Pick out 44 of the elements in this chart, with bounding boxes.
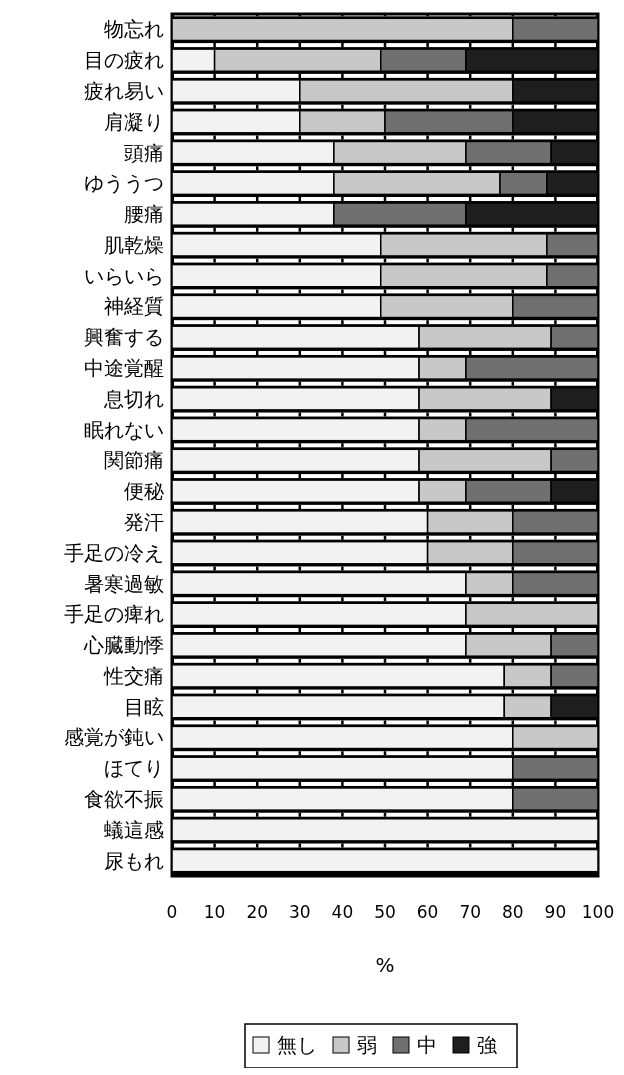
y-tick-label: 発汗 xyxy=(124,509,164,534)
x-axis-title: % xyxy=(375,953,395,977)
x-tick-label: 80 xyxy=(501,902,524,922)
x-tick-label: 50 xyxy=(374,902,396,922)
y-tick-label: 便秘 xyxy=(124,479,164,504)
x-tick-label: 30 xyxy=(288,902,311,922)
y-tick-label: 手足の冷え xyxy=(64,540,164,565)
y-tick-label: 頭痛 xyxy=(124,140,164,165)
y-tick-label: 尿もれ xyxy=(104,848,164,873)
y-tick-label: 腰痛 xyxy=(124,202,164,227)
y-tick-label: 心臓動悸 xyxy=(83,633,164,658)
y-tick-label: 蟻這感 xyxy=(104,817,164,842)
x-tick-label: 0 xyxy=(166,902,178,922)
y-tick-label: 肩凝り xyxy=(104,109,164,134)
x-tick-label: 100 xyxy=(581,902,615,922)
y-tick-label: 感覚が鈍い xyxy=(64,725,164,750)
x-tick-label: 70 xyxy=(459,902,482,922)
y-tick-label: 目の疲れ xyxy=(84,48,164,73)
y-tick-label: ゆううつ xyxy=(84,171,164,196)
y-tick-label: 暑寒過敏 xyxy=(84,571,164,596)
legend-label: 中 xyxy=(417,1033,437,1057)
y-tick-label: 疲れ易い xyxy=(84,78,164,103)
y-tick-label: 目眩 xyxy=(124,694,164,719)
legend-label: 無し xyxy=(277,1033,317,1057)
x-tick-label: 60 xyxy=(416,902,439,922)
x-tick-label: 40 xyxy=(331,902,354,922)
y-tick-label: 肌乾燥 xyxy=(104,232,164,257)
x-tick-label: 20 xyxy=(246,902,269,922)
y-tick-label: 物忘れ xyxy=(104,17,164,42)
legend-label: 弱 xyxy=(357,1033,377,1057)
y-tick-label: 食欲不振 xyxy=(84,787,164,812)
y-tick-label: ほてり xyxy=(104,756,164,781)
y-tick-label: 性交痛 xyxy=(103,663,164,688)
x-tick-label: 10 xyxy=(203,902,226,922)
y-tick-label: 眠れない xyxy=(84,417,164,442)
y-tick-label: 神経質 xyxy=(104,294,164,319)
y-tick-label: 関節痛 xyxy=(104,448,164,473)
y-tick-label: 興奮する xyxy=(84,325,164,350)
legend-label: 強 xyxy=(477,1033,497,1057)
y-tick-label: いらいら xyxy=(84,263,164,288)
x-tick-label: 90 xyxy=(544,902,567,922)
y-tick-label: 中途覚醒 xyxy=(84,356,164,381)
y-tick-label: 手足の痺れ xyxy=(64,602,164,627)
y-tick-label: 息切れ xyxy=(103,386,164,411)
